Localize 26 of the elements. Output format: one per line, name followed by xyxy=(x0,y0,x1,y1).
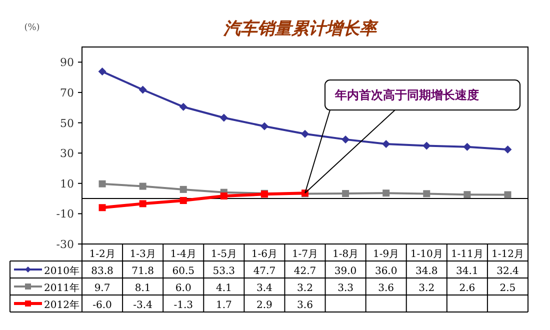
point xyxy=(382,190,390,197)
point xyxy=(423,190,430,198)
point xyxy=(260,122,268,130)
point xyxy=(180,186,187,193)
annotation: 年内首次高于同期增长速度 xyxy=(335,88,479,102)
point xyxy=(139,182,146,190)
point xyxy=(301,130,309,138)
point xyxy=(179,102,188,111)
point xyxy=(98,204,106,212)
point xyxy=(139,200,146,208)
title: 汽车销量累计增长率 xyxy=(224,19,376,39)
point xyxy=(180,197,187,204)
point xyxy=(220,192,228,200)
point xyxy=(98,180,106,188)
point xyxy=(382,140,390,148)
point xyxy=(138,86,147,94)
point xyxy=(463,142,472,151)
point xyxy=(464,191,471,198)
point xyxy=(504,145,512,154)
point xyxy=(342,135,350,144)
point xyxy=(342,190,350,198)
point xyxy=(98,68,106,76)
point xyxy=(422,142,431,150)
point xyxy=(220,114,228,122)
ylabel: (%) xyxy=(24,23,40,33)
point xyxy=(504,191,512,198)
